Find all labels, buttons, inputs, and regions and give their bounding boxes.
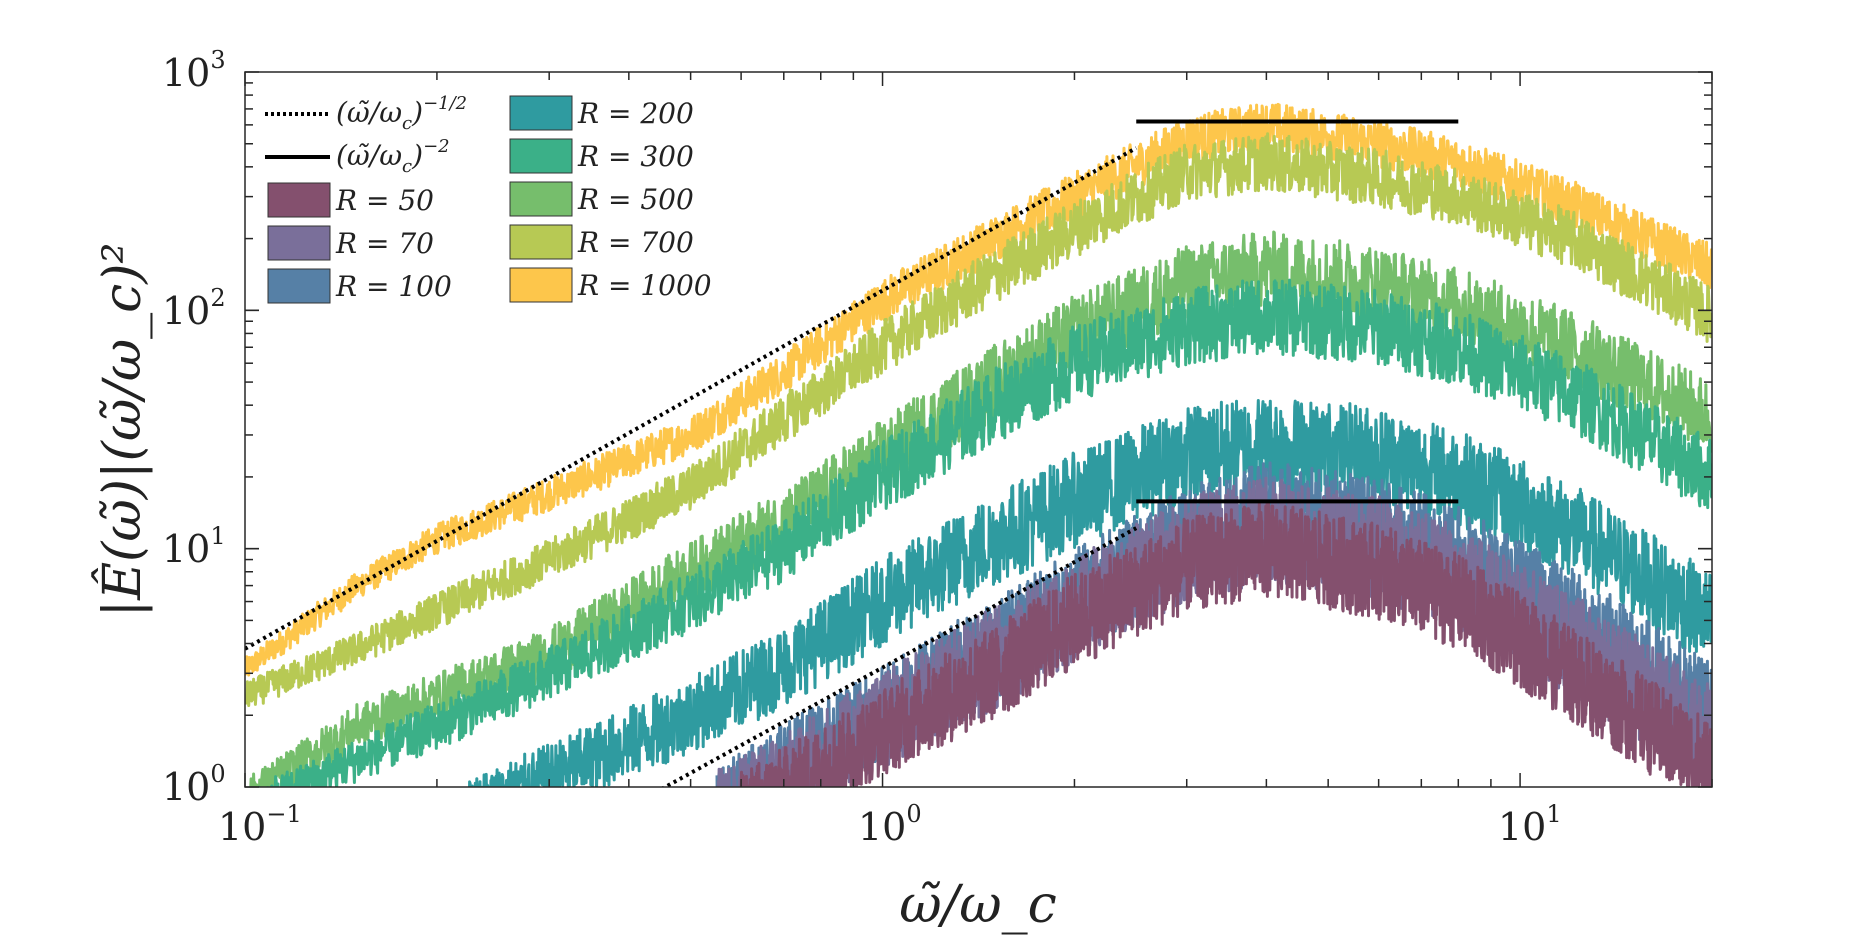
legend-swatch-r70 bbox=[267, 225, 331, 261]
legend-swatch-r1000 bbox=[509, 267, 573, 303]
y-tick-label-2: 102 bbox=[162, 284, 226, 333]
reference-lines bbox=[245, 119, 1459, 787]
legend-swatch-r50 bbox=[267, 182, 331, 218]
x-tick-label-1: 100 bbox=[858, 800, 922, 849]
y-axis-title: |Ê(ω̃)|(ω̃/ω_c)² bbox=[91, 243, 153, 618]
series-r300 bbox=[257, 278, 1712, 787]
x-axis-title: ω̃/ω_c bbox=[899, 875, 1056, 935]
series-r1000 bbox=[245, 102, 1712, 677]
legend-label-r700: R = 700 bbox=[577, 226, 694, 259]
legend-series: R = 50 R = 70 R = 100 R = 200 R = 300 R = 500… bbox=[267, 95, 712, 304]
series-r500 bbox=[249, 230, 1712, 787]
y-tick-label-1: 101 bbox=[162, 522, 226, 571]
y-tick-label-0: 100 bbox=[162, 760, 226, 809]
legend-label-r300: R = 300 bbox=[577, 140, 694, 173]
legend-label-r100: R = 100 bbox=[335, 270, 452, 303]
legend-label-r70: R = 70 bbox=[335, 227, 434, 260]
y-tick-label-3: 103 bbox=[162, 46, 226, 95]
legend-swatch-r100 bbox=[267, 268, 331, 304]
legend-swatch-r700 bbox=[509, 224, 573, 260]
reference-line-0 bbox=[245, 146, 1138, 651]
series-layer bbox=[245, 102, 1712, 787]
legend-label-r50: R = 50 bbox=[335, 184, 434, 217]
legend: (ω̃/ωc)−1/2 (ω̃/ωc)−2 R = 50 R = 70 R = 10… bbox=[265, 93, 712, 304]
plot-frame bbox=[244, 71, 1713, 788]
x-tick-label-2: 101 bbox=[1498, 800, 1562, 849]
legend-label-r1000: R = 1000 bbox=[577, 269, 712, 302]
x-tick-label-0: 10−1 bbox=[218, 800, 302, 849]
legend-label-dotted: (ω̃/ωc)−1/2 bbox=[336, 93, 467, 134]
legend-swatch-r300 bbox=[509, 138, 573, 174]
legend-item-dotted: (ω̃/ωc)−1/2 bbox=[265, 93, 467, 134]
legend-item-solid: (ω̃/ωc)−2 bbox=[265, 136, 450, 177]
legend-label-r200: R = 200 bbox=[577, 97, 694, 130]
legend-swatch-r200 bbox=[509, 95, 573, 131]
axis-ticks bbox=[244, 71, 1713, 788]
series-r200 bbox=[462, 399, 1712, 787]
series-r700 bbox=[245, 132, 1712, 707]
legend-swatch-r500 bbox=[509, 181, 573, 217]
series-r50 bbox=[739, 501, 1712, 787]
legend-label-r500: R = 500 bbox=[577, 183, 694, 216]
legend-label-solid: (ω̃/ωc)−2 bbox=[336, 136, 450, 177]
